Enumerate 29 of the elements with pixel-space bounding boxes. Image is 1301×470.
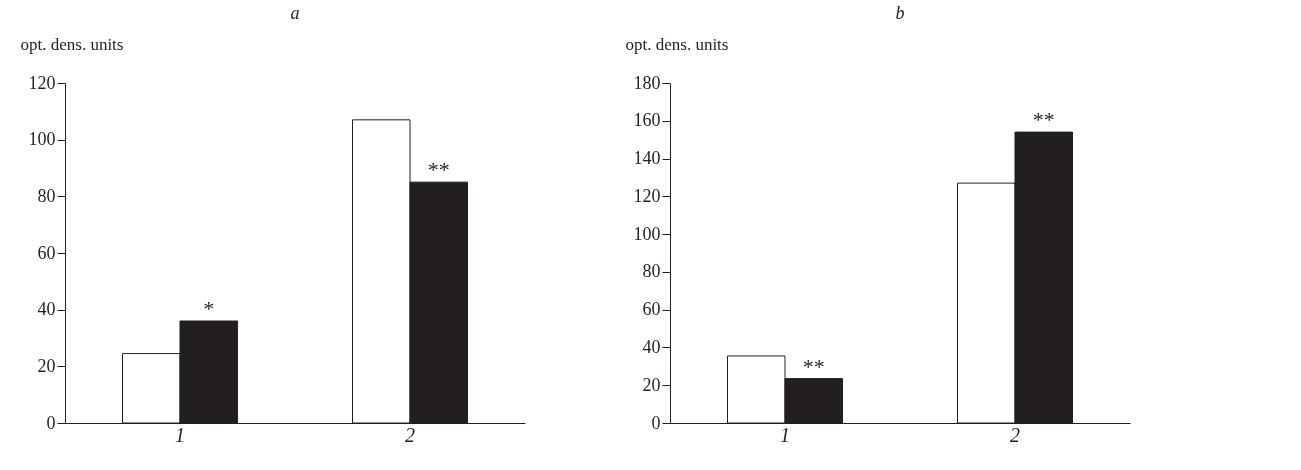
x-tick-label: 2 [1010,423,1020,446]
y-tick-label: 80 [37,185,56,206]
y-tick-label: 180 [633,72,661,93]
y-tick-label: 120 [28,72,56,93]
annotation: ** [802,353,825,379]
y-tick-label: 140 [633,148,661,169]
annotation: * [203,296,215,321]
chart-title: b [895,3,905,23]
y-tick-label: 20 [642,374,661,395]
y-tick-label: 160 [633,110,661,131]
y-tick-label: 0 [46,412,56,433]
x-tick-label: 1 [175,423,185,446]
y-tick-label: 60 [642,299,661,320]
annotation: ** [1032,107,1055,133]
y-tick-label: 40 [642,336,661,357]
y-axis-title: opt. dens. units [625,34,729,54]
y-tick-label: 100 [633,223,661,244]
y-tick-label: 0 [651,412,661,433]
y-tick-label: 100 [28,129,56,150]
x-tick-label: 1 [780,423,790,446]
y-tick-label: 80 [642,261,661,282]
y-tick-label: 40 [37,299,56,320]
y-tick-label: 20 [37,355,56,376]
annotation: ** [427,157,450,183]
y-axis-title: opt. dens. units [20,34,124,54]
y-tick-label: 120 [633,185,661,206]
chart-title: a [290,3,300,23]
y-tick-label: 60 [37,242,56,263]
x-tick-label: 2 [405,423,415,446]
